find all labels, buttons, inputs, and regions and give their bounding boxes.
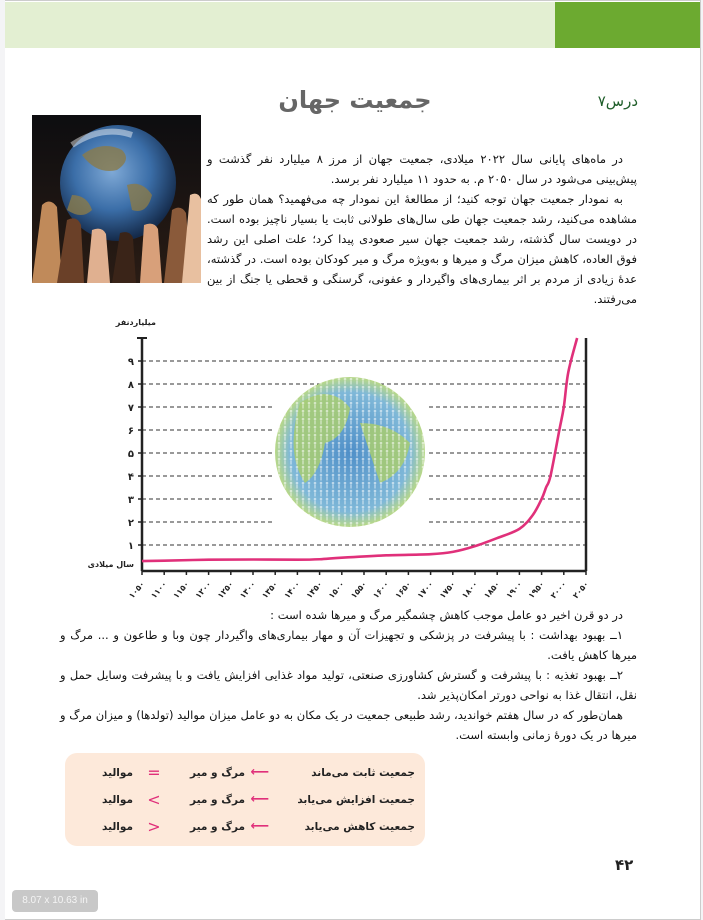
result-text: جمعیت افزایش می‌یابد [297,793,415,806]
x-tick-label: ۱۴۵۰ [305,580,324,601]
y-tick-label: ۸ [128,380,134,391]
comparison-symbol: > [147,790,161,809]
x-tick-label: ۱۷۰۰ [416,580,435,601]
y-tick-label: ۲ [128,518,134,529]
intro-paragraph-2: به نمودار جمعیت جهان توجه کنید؛ از مطالع… [207,192,637,306]
arrow-icon: ⟵ [250,792,269,807]
deaths-text: مرگ و میر [190,820,245,833]
intro-text: در ماه‌های پایانی سال ۲۰۲۲ میلادی، جمعیت… [60,115,637,309]
result-text: جمعیت کاهش می‌یابد [304,820,415,833]
page-number: ۴۲ [615,856,634,874]
natural-growth-text: همان‌طور که در سال هفتم خواندید، رشد طبی… [60,708,637,742]
comparison-symbol: < [147,817,161,836]
x-tick-label: ۱۰۵۰ [127,580,146,601]
body-text: در دو قرن اخیر دو عامل موجب کاهش چشمگیر … [60,605,637,745]
summary-row: جمعیت کاهش می‌یابد ⟵ مرگ و میر < موالید [65,813,425,840]
x-tick-label: ۱۳۵۰ [260,580,279,601]
page-size-badge: 8.07 x 10.63 in [12,890,98,912]
hands-holding-earth-photo [32,115,201,283]
x-tick-label: ۱۹۰۰ [504,580,523,601]
x-tick-label: ۱۲۵۰ [216,580,235,601]
births-text: موالید [102,820,133,833]
factor-nutrition: ۲ــ بهبود تغذیه : با پیشرفت و گسترش کشاو… [60,668,637,702]
arrow-icon: ⟵ [250,765,269,780]
x-tick-label: ۱۸۰۰ [460,580,479,601]
x-tick-label: ۱۶۵۰ [393,580,412,601]
lesson-label: درس۷ [597,92,638,110]
x-tick-label: ۱۱۰۰ [149,580,168,601]
x-tick-label: ۱۷۵۰ [438,580,457,601]
deaths-text: مرگ و میر [190,793,245,806]
population-line [141,337,579,563]
y-tick-label: ۱ [128,541,134,552]
factors-intro: در دو قرن اخیر دو عامل موجب کاهش چشمگیر … [270,608,623,622]
x-tick-label: ۱۴۰۰ [282,580,301,601]
header-band [5,2,555,48]
x-tick-label: ۱۶۰۰ [371,580,390,601]
births-text: موالید [102,766,133,779]
x-tick-label: ۱۱۵۰ [171,580,190,601]
y-tick-label: ۷ [128,403,134,414]
factor-health: ۱ــ بهبود بهداشت : با پیشرفت در پزشکی و … [60,628,637,662]
y-tick-label: ۴ [128,472,134,483]
y-axis-label: میلیاردنفر [115,318,156,327]
x-axis-label: سال میلادی [88,560,134,569]
y-tick-label: ۹ [128,357,134,368]
result-text: جمعیت ثابت می‌ماند [311,766,415,779]
comparison-symbol: = [147,763,161,782]
x-tick-label: ۱۵۵۰ [349,580,368,601]
population-summary-box: جمعیت ثابت می‌ماند ⟵ مرگ و میر = موالید … [65,753,425,846]
intro-paragraph-1: در ماه‌های پایانی سال ۲۰۲۲ میلادی، جمعیت… [207,152,637,186]
header-accent [555,2,700,48]
x-tick-label: ۲۰۵۰ [571,580,590,601]
y-tick-label: ۵ [128,449,134,460]
world-population-chart: ۱ ۲ ۳ ۴ ۵ ۶ ۷ ۸ ۹ ۱۰۵۰ ۱۱۰۰ ۱۱۵۰ ۱۲۰۰ ۱۲۵۰ ۱۳۰۰ ۱۳۵۰ ۱۴۰… [88,318,591,601]
y-tick-label: ۶ [128,426,134,437]
people-globe-illustration [275,377,425,527]
x-tick-label: ۱۲۰۰ [194,580,213,601]
x-tick-label: ۱۸۵۰ [482,580,501,601]
births-text: موالید [102,793,133,806]
x-tick-label: ۱۵۰۰ [327,580,346,601]
x-tick-label: ۱۳۰۰ [238,580,257,601]
x-tick-label: ۱۹۵۰ [527,580,546,601]
summary-row: جمعیت ثابت می‌ماند ⟵ مرگ و میر = موالید [65,759,425,786]
page-title: جمعیت جهان [278,86,432,114]
y-tick-label: ۳ [128,495,134,506]
arrow-icon: ⟵ [250,819,269,834]
deaths-text: مرگ و میر [190,766,245,779]
page-content: در ماه‌های پایانی سال ۲۰۲۲ میلادی، جمعیت… [32,115,637,846]
summary-row: جمعیت افزایش می‌یابد ⟵ مرگ و میر > موالی… [65,786,425,813]
x-tick-label: ۲۰۰۰ [549,580,568,601]
